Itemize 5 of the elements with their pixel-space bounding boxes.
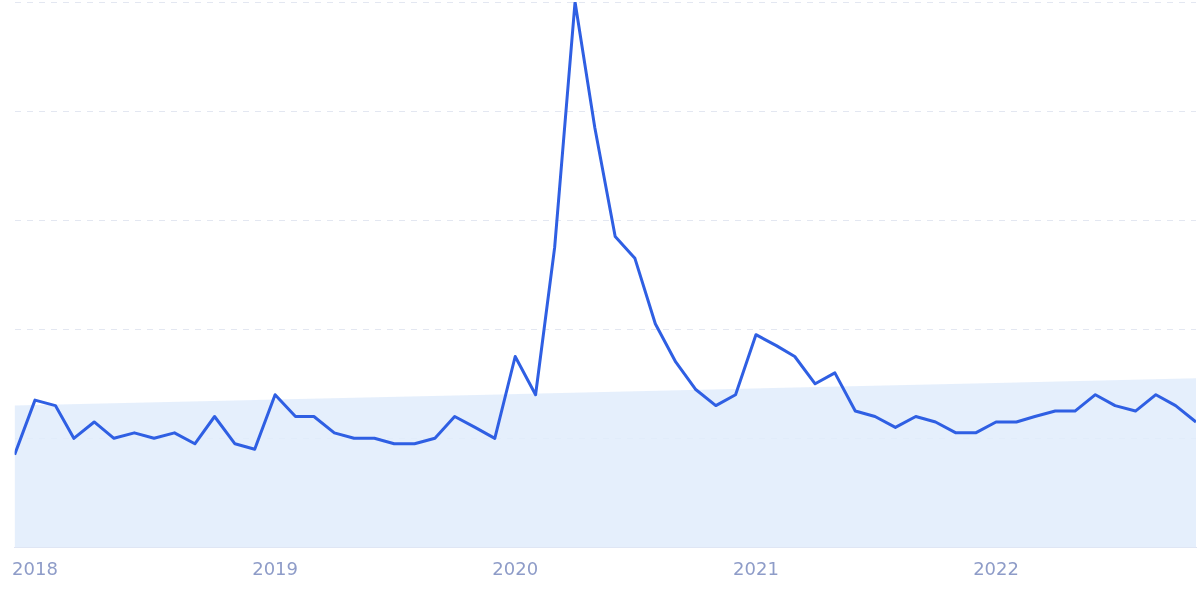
x-tick-label: 2018 xyxy=(12,557,58,579)
x-tick-label: 2020 xyxy=(492,557,539,579)
x-tick-label: 2019 xyxy=(252,557,299,579)
x-tick-label: 2022 xyxy=(973,557,1019,579)
x-tick-label: 2021 xyxy=(733,557,779,579)
